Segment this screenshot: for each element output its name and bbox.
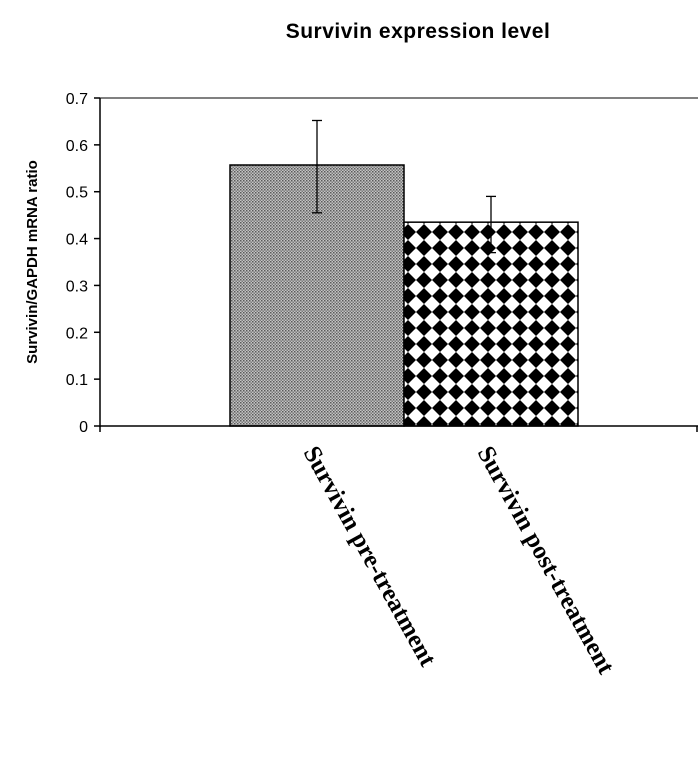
plot-area: 0 0.1 0.2 0.3 0.4 0.5 0.6 0.7 Survivin pre-treat…: [66, 91, 698, 679]
y-tick-label: 0.4: [66, 232, 88, 249]
y-tick-label: 0.5: [66, 185, 88, 202]
y-tick-label: 0.1: [66, 372, 88, 389]
bar: [403, 221, 579, 427]
y-tick-label: 0.6: [66, 138, 88, 155]
y-tick-label: 0.3: [66, 278, 88, 295]
y-tick-label: 0.7: [66, 91, 88, 108]
chart-title: Survivin expression level: [286, 20, 551, 43]
x-category-label: Survivin post-treatment: [472, 442, 620, 679]
y-axis-label: Survivin/GAPDH mRNA ratio: [24, 160, 41, 364]
x-category-label: Survivin pre-treatment: [298, 442, 442, 672]
y-tick-label: 0.2: [66, 325, 88, 342]
y-tick-label: 0: [79, 419, 88, 436]
